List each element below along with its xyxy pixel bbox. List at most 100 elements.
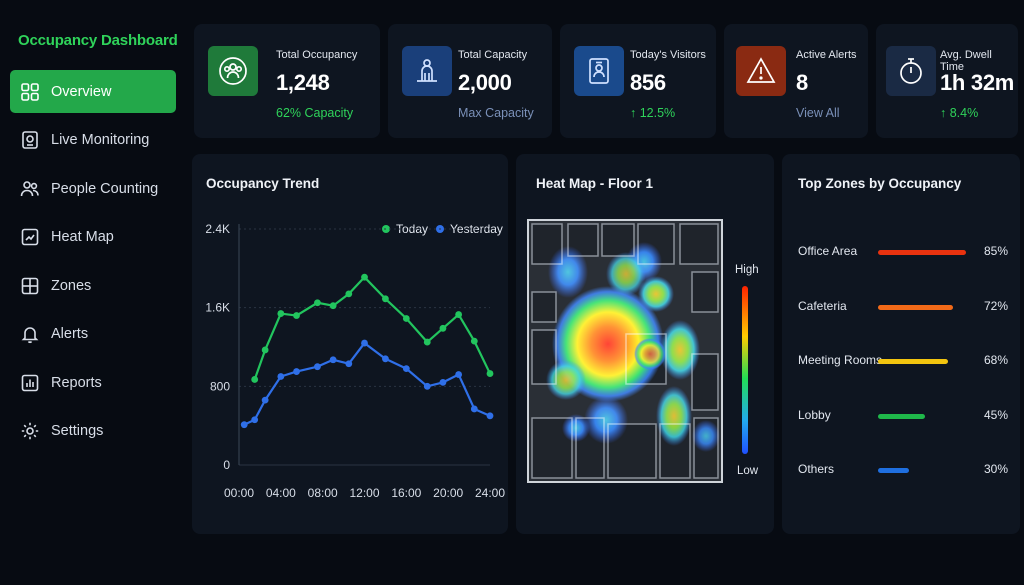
zone-percent: 45% (983, 407, 1008, 422)
kpi-value: 8 (796, 70, 808, 95)
data-point-yesterday (361, 339, 368, 347)
sidebar-item-zones[interactable]: Zones (10, 264, 176, 307)
data-point-today (261, 346, 269, 354)
zone-name: Meeting Rooms (798, 353, 883, 367)
heatmap-icon (20, 227, 40, 247)
kpi-title: Today's Visitors (630, 49, 706, 61)
data-point-yesterday (486, 412, 494, 420)
kpi-title: Total Occupancy (276, 49, 358, 61)
zone-occupancy-bar (878, 413, 925, 419)
sidebar-item-overview[interactable]: Overview (10, 70, 176, 113)
zone-row[interactable]: Meeting Rooms 68% (798, 351, 1008, 371)
sidebar: Occupancy Dashboard Overview Live Monito… (0, 0, 186, 585)
data-point-yesterday (455, 371, 463, 378)
data-point-today (314, 299, 321, 307)
data-point-today (470, 337, 478, 345)
kpi-card-total-capacity[interactable]: Total Capacity 2,000 Max Capacity (388, 24, 552, 138)
zones-icon (20, 276, 40, 296)
zone-name: Cafeteria (798, 298, 847, 313)
data-point-yesterday (293, 368, 300, 375)
data-point-yesterday (329, 356, 337, 364)
data-point-today (486, 370, 494, 377)
sidebar-item-label: Heat Map (51, 229, 114, 245)
data-point-today (439, 324, 447, 332)
data-point-today (402, 315, 410, 322)
zone-bar-track (878, 468, 970, 473)
sidebar-item-label: Reports (51, 374, 102, 391)
heat-map-panel: Heat Map - Floor 1 (516, 154, 774, 534)
sidebar-item-alerts[interactable]: Alerts (10, 313, 176, 356)
zone-occupancy-bar (878, 359, 949, 364)
zone-occupancy-bar (878, 250, 966, 255)
zone-percent: 72% (983, 298, 1008, 313)
zone-name: Office Area (798, 244, 858, 258)
kpi-subtext: 62% Capacity (276, 106, 354, 120)
kpi-card-avg-dwell-time[interactable]: Avg. Dwell Time 1h 32m ↑ 8.4% (876, 24, 1018, 138)
data-point-today (251, 376, 259, 383)
data-point-yesterday (240, 421, 248, 429)
sidebar-item-live-monitoring[interactable]: Live Monitoring (10, 119, 176, 162)
zone-row[interactable]: Cafeteria 72% (798, 297, 1008, 317)
sidebar-item-people-counting[interactable]: People Counting (10, 167, 176, 210)
zone-bar-track (878, 413, 970, 419)
sidebar-item-reports[interactable]: Reports (10, 361, 176, 404)
zone-percent: 68% (983, 353, 1008, 367)
floor-heat-map[interactable] (516, 154, 774, 534)
data-point-today (423, 338, 431, 346)
data-point-yesterday (261, 396, 269, 404)
data-point-today (361, 273, 368, 281)
kpi-value: 1,248 (276, 70, 330, 95)
zone-bar-track (878, 304, 970, 310)
visitor-badge-icon (574, 46, 624, 96)
kpi-title: Active Alerts (796, 49, 857, 61)
data-point-yesterday (402, 365, 410, 373)
heat-overlay (546, 242, 720, 452)
x-tick-label: 04:00 (266, 486, 296, 500)
zone-name: Others (798, 462, 835, 476)
data-point-today (382, 295, 389, 303)
gear-icon (20, 421, 40, 441)
zone-row[interactable]: Lobby 45% (798, 406, 1008, 426)
y-tick-label: 800 (210, 379, 230, 393)
sidebar-item-label: Settings (51, 423, 104, 439)
x-tick-label: 20:00 (433, 486, 463, 500)
zone-row[interactable]: Others 30% (798, 460, 1008, 480)
occupancy-trend-panel: Occupancy Trend Today Yesterday 0 800 1.6K… (192, 154, 508, 534)
kpi-value: 856 (630, 70, 666, 95)
data-point-yesterday (423, 382, 431, 390)
stopwatch-icon (886, 46, 936, 96)
data-point-yesterday (345, 360, 353, 368)
data-point-yesterday (470, 405, 478, 413)
data-point-today (455, 311, 463, 318)
kpi-card-active-alerts[interactable]: Active Alerts 8 View All (724, 24, 868, 138)
kpi-subtext: ↑ 12.5% (630, 106, 676, 120)
kpi-title: Total Capacity (458, 49, 528, 61)
sidebar-item-label: Alerts (51, 326, 89, 342)
y-tick-label: 0 (223, 458, 230, 472)
x-tick-label: 08:00 (308, 486, 338, 500)
data-point-today (329, 302, 337, 310)
data-point-yesterday (314, 363, 321, 371)
report-icon (20, 373, 40, 393)
people-icon (20, 179, 40, 199)
warning-icon (736, 46, 786, 96)
view-all-alerts-link[interactable]: View All (796, 106, 840, 120)
panel-title: Top Zones by Occupancy (798, 176, 962, 191)
sidebar-item-heat-map[interactable]: Heat Map (10, 216, 176, 259)
kpi-card-todays-visitors[interactable]: Today's Visitors 856 ↑ 12.5% (560, 24, 716, 138)
zone-row[interactable]: Office Area 85% (798, 242, 1008, 262)
kpi-card-total-occupancy[interactable]: Total Occupancy 1,248 62% Capacity (194, 24, 380, 138)
camera-icon (20, 130, 40, 150)
data-point-yesterday (277, 373, 285, 380)
sidebar-item-settings[interactable]: Settings (10, 410, 176, 453)
heat-scale-bar (742, 286, 748, 454)
grid-icon (20, 82, 40, 102)
zone-percent: 85% (983, 244, 1008, 258)
y-tick-label: 1.6K (205, 301, 230, 315)
zone-percent: 30% (983, 462, 1008, 476)
top-zones-panel: Top Zones by Occupancy Office Area 85% Caf… (782, 154, 1020, 534)
data-point-today (277, 310, 285, 317)
sidebar-item-label: Overview (51, 83, 112, 100)
kpi-value: 2,000 (458, 70, 512, 95)
zone-occupancy-bar (878, 304, 953, 310)
